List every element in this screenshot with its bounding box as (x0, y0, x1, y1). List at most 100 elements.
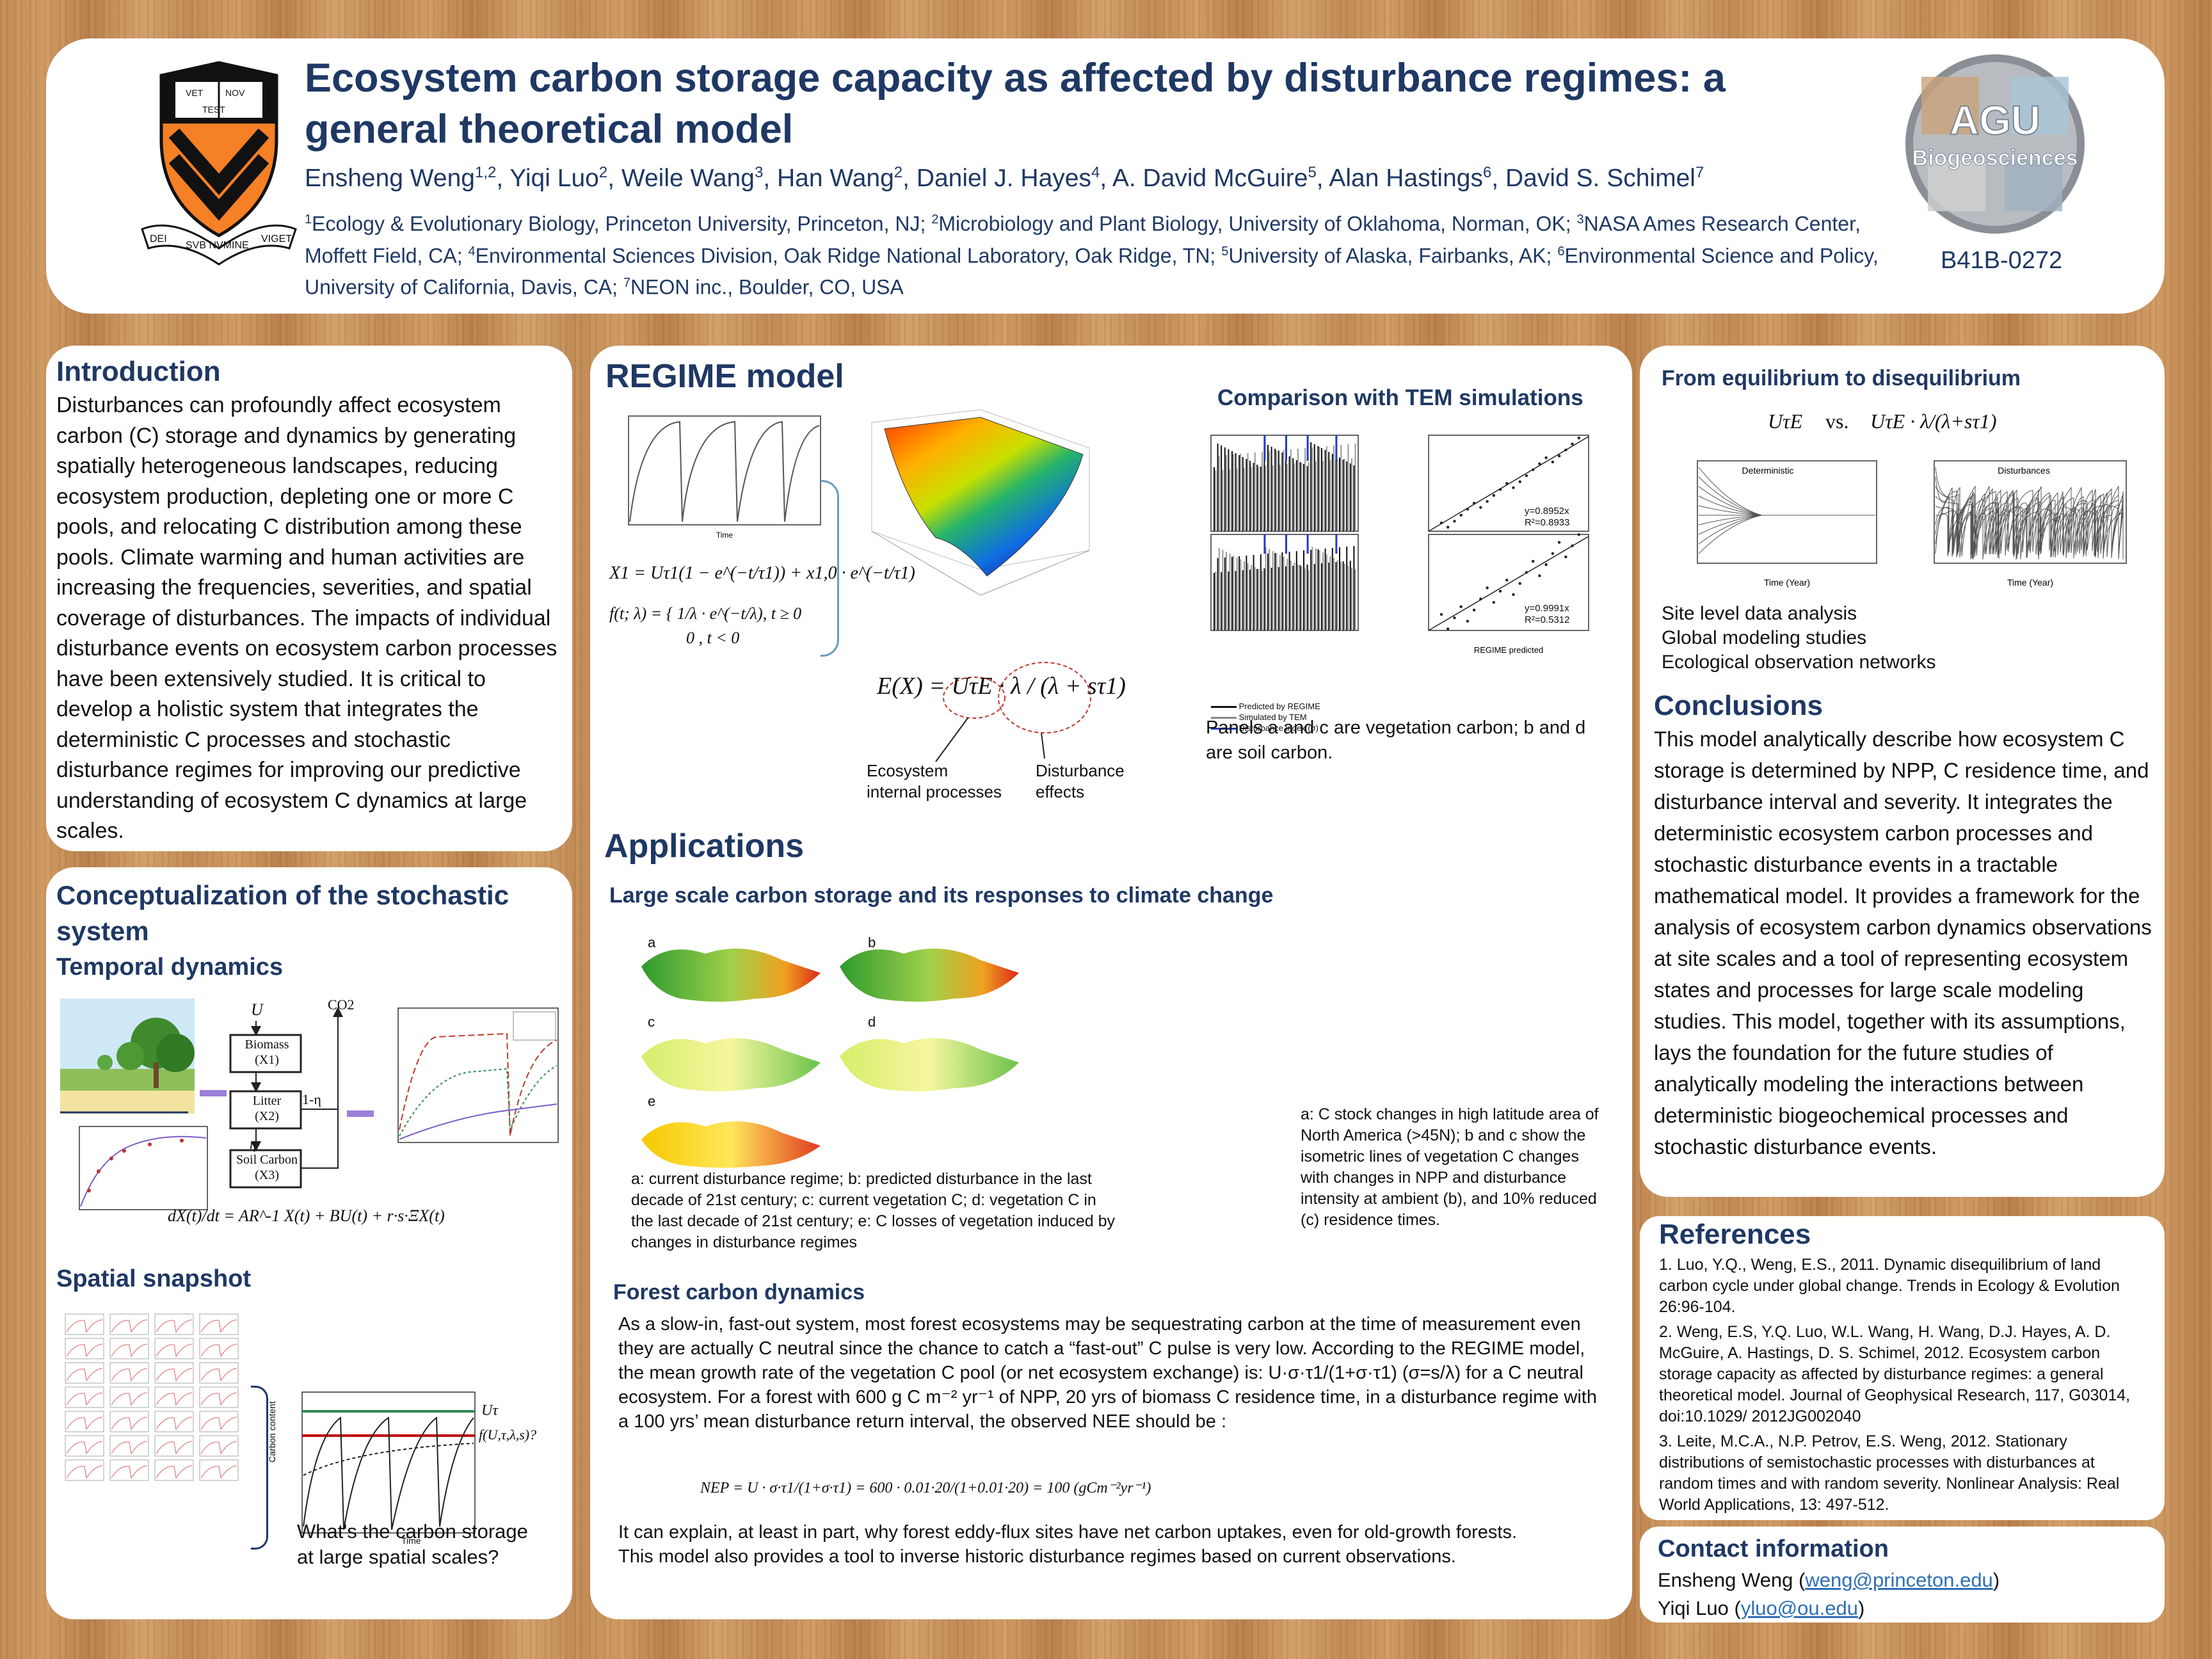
scatter-point (1439, 521, 1443, 525)
arrow-to-boxes (200, 1090, 227, 1096)
tem-bar-comparison (1210, 435, 1359, 631)
scatter-point (1571, 544, 1574, 547)
tem-bar (1226, 552, 1227, 630)
grid-cell-line (156, 1368, 193, 1382)
tem-bar (1315, 461, 1317, 531)
scatter-point (1505, 482, 1509, 485)
scatter-point (1551, 460, 1555, 464)
tem-bar (1326, 554, 1327, 630)
regime-heading: REGIME model (605, 358, 844, 395)
tem-bar (1324, 450, 1326, 531)
tem-bar (1335, 562, 1337, 630)
grid-cell (109, 1338, 149, 1359)
tem-bar (1260, 467, 1262, 531)
eq-left: UτE (1768, 410, 1803, 433)
tem-bar (1340, 562, 1342, 630)
tem-bar (1222, 470, 1224, 531)
regime-brace (821, 480, 839, 657)
tem-bar (1279, 555, 1281, 630)
grid-cell (109, 1362, 149, 1384)
tem-bar (1233, 454, 1235, 531)
tem-bar (1286, 559, 1288, 630)
regime-plot-xlabel: Time (716, 531, 733, 540)
tem-bar (1311, 547, 1313, 630)
grid-cell-line (156, 1319, 193, 1333)
tem-bar (1292, 566, 1294, 630)
applications-sub1: Large scale carbon storage and its respo… (609, 883, 1274, 908)
deterministic-title: Deterministic (1742, 465, 1794, 476)
disturbance-line (1935, 467, 2124, 557)
scatter-point (1564, 555, 1567, 559)
tem-bar (1343, 564, 1345, 630)
map-label-a: a (648, 934, 656, 950)
grid-cell (109, 1459, 149, 1481)
author-list: Ensheng Weng1,2, Yiqi Luo2, Weile Wang3,… (305, 164, 1704, 193)
tem-bar (1272, 465, 1274, 531)
disturbance-bar (1285, 534, 1287, 554)
pool-dynamics-plot (397, 1007, 559, 1143)
tem-bar (1333, 445, 1334, 531)
tem-bar (1263, 568, 1265, 630)
scatter-point (1577, 437, 1580, 440)
tem-caption: Panels a and c are vegetation carbon; b … (1206, 717, 1586, 763)
main-equation: E(X) = UτE · λ / (λ + sτ1) (877, 673, 1126, 700)
scatter-point (1439, 613, 1443, 616)
conclusions-heading: Conclusions (1654, 690, 1823, 721)
grid-cell (154, 1313, 194, 1335)
deterministic-line (1698, 515, 1875, 554)
tem-bar (1242, 457, 1244, 531)
reference-item: 3. Leite, M.C.A., N.P. Petrov, E.S. Weng… (1659, 1432, 2120, 1514)
grid-cell (109, 1411, 149, 1432)
grid-cell-line (200, 1465, 237, 1479)
disturbance-bar (1263, 435, 1266, 461)
disturbance-line (1935, 486, 2124, 560)
tem-bar (1283, 450, 1285, 531)
references-heading: References (1659, 1219, 1811, 1250)
regime-eq1: X1 = Uτ1(1 − e^(−t/τ1)) + x1,0 · e^(−t/τ… (609, 563, 915, 583)
tem-bar (1281, 453, 1283, 531)
tem-bar (1328, 452, 1330, 531)
tem-bar (1253, 463, 1254, 531)
biomass-growth-plot (79, 1126, 208, 1210)
tem-bar (1240, 454, 1242, 531)
spatial-ylabel: Carbon content (267, 1401, 277, 1463)
scatter-point (1531, 468, 1535, 472)
conclusions-text: This model analytically describe how eco… (1654, 727, 2152, 1158)
email-link[interactable]: weng@princeton.edu (1805, 1569, 1993, 1591)
tem-bar (1299, 462, 1301, 531)
box-litter: Litter (X2) (252, 1094, 282, 1123)
email-link[interactable]: yluo@ou.edu (1740, 1597, 1858, 1619)
poster-title: Ecosystem carbon storage capacity as aff… (305, 52, 1905, 155)
scatter-point (1544, 563, 1548, 566)
motto-1: DEI (150, 234, 167, 244)
grid-cell-line (66, 1368, 103, 1382)
eq-vs: vs. (1825, 410, 1849, 433)
spatial-u-tau-label: Uτ (481, 1402, 498, 1419)
disturbance-bar (1285, 435, 1287, 461)
tem-bar (1258, 467, 1260, 531)
list-item: Global modeling studies (1662, 627, 1867, 648)
grid-cell (199, 1362, 239, 1384)
scatter-point (1498, 488, 1502, 491)
grid-cell-line (156, 1441, 193, 1455)
list-item: Ecological observation networks (1662, 652, 1936, 673)
tem-bar (1247, 563, 1249, 630)
tem-bar (1231, 557, 1233, 630)
scatter-point (1453, 520, 1456, 523)
scatter-point (1498, 589, 1502, 593)
north-america-maps (641, 949, 1019, 1168)
grid-cell-line (111, 1416, 148, 1431)
author: Han Wang2, (776, 164, 917, 192)
intro-panel: Introduction Disturbances can profoundly… (46, 346, 572, 851)
scatter-point (1557, 541, 1561, 544)
scatter-point (1447, 627, 1450, 630)
tem-bar (1272, 551, 1274, 630)
tem-bar (1339, 458, 1340, 531)
grid-cell (154, 1386, 194, 1408)
scatter-point (1486, 500, 1489, 503)
spatial-caption: What's the carbon storage at large spati… (297, 1520, 528, 1568)
tem-bar (1349, 561, 1351, 630)
grid-cell-line (200, 1368, 237, 1382)
tem-bar (1276, 553, 1278, 630)
tem-bar (1303, 464, 1304, 531)
